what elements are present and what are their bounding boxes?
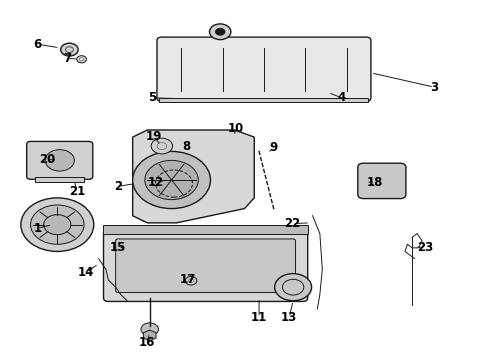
Circle shape [77,56,86,63]
FancyBboxPatch shape [116,239,295,293]
Polygon shape [132,130,254,223]
FancyBboxPatch shape [27,141,93,179]
Text: 22: 22 [284,217,300,230]
Text: 6: 6 [34,38,42,51]
FancyBboxPatch shape [159,98,368,102]
Text: 20: 20 [40,153,56,166]
Circle shape [21,198,94,251]
FancyBboxPatch shape [35,177,84,182]
Circle shape [151,138,172,154]
Text: 1: 1 [34,222,42,235]
Circle shape [188,279,193,283]
Text: 4: 4 [337,91,345,104]
Text: 14: 14 [78,266,94,279]
Text: 5: 5 [148,91,156,104]
Text: 21: 21 [68,185,85,198]
Text: 8: 8 [182,140,190,153]
Text: 17: 17 [179,273,195,286]
Text: 15: 15 [110,240,126,254]
Text: 7: 7 [63,52,71,65]
Circle shape [141,323,158,336]
Text: 16: 16 [139,336,155,349]
Circle shape [185,276,197,285]
Text: 13: 13 [281,311,297,324]
Text: 10: 10 [227,122,244,135]
Circle shape [45,150,74,171]
FancyBboxPatch shape [103,230,307,301]
Circle shape [30,205,84,244]
Text: 12: 12 [147,176,164,189]
Circle shape [132,152,210,208]
Circle shape [80,58,83,61]
Text: 11: 11 [250,311,266,324]
Text: 9: 9 [269,141,277,154]
Circle shape [209,24,230,40]
Circle shape [274,274,311,301]
Circle shape [43,215,71,235]
Text: 3: 3 [429,81,437,94]
FancyBboxPatch shape [357,163,405,199]
Text: 18: 18 [366,176,382,189]
FancyBboxPatch shape [157,37,370,102]
FancyBboxPatch shape [103,225,307,234]
Text: 19: 19 [145,130,162,143]
Text: 2: 2 [114,180,122,193]
Circle shape [215,28,224,35]
Text: 23: 23 [416,240,433,254]
Circle shape [144,160,198,200]
Circle shape [61,43,78,56]
